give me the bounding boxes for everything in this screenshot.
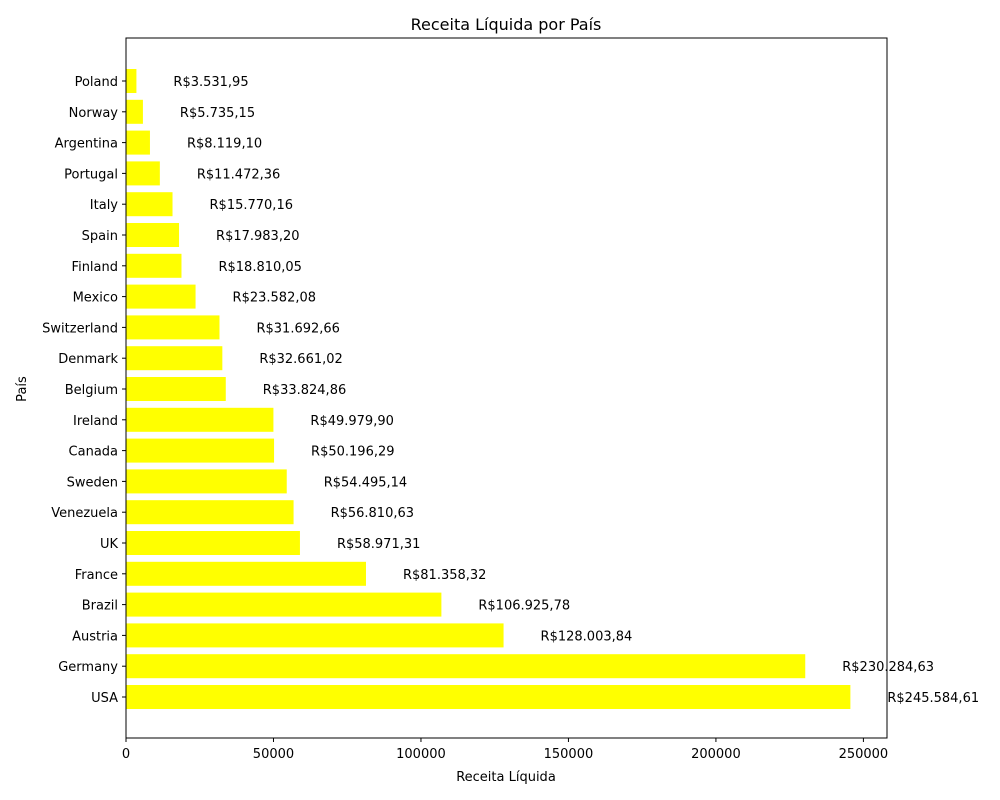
x-tick-label: 150000 — [544, 747, 594, 762]
y-ticks-group: USA Germany Austria Brazil France UK Venezuela… — [42, 75, 126, 706]
y-tick-label-spain: Spain — [82, 229, 118, 244]
data-label-france: R$81.358,32 — [403, 568, 486, 583]
bar-norway — [126, 99, 143, 124]
data-label-belgium: R$33.824,86 — [263, 383, 346, 398]
bar-italy — [126, 192, 173, 217]
bar-venezuela — [126, 500, 294, 525]
x-tick-label: 250000 — [839, 747, 889, 762]
bar-uk — [126, 531, 300, 555]
y-tick-label-switzerland: Switzerland — [42, 321, 118, 336]
y-tick-label-finland: Finland — [72, 260, 118, 275]
y-tick-label-usa: USA — [91, 691, 118, 706]
data-labels-group: R$245.584,61 R$230.284,63 R$128.003,84 R$10… — [173, 75, 979, 706]
data-label-germany: R$230.284,63 — [842, 660, 934, 675]
y-tick-label-germany: Germany — [58, 660, 118, 675]
plot-frame — [125, 37, 888, 739]
data-label-norway: R$5.735,15 — [180, 106, 255, 121]
bar-mexico — [126, 284, 196, 309]
bar-portugal — [126, 161, 160, 186]
y-tick-label-brazil: Brazil — [82, 599, 118, 614]
data-label-mexico: R$23.582,08 — [233, 291, 316, 306]
y-tick-label-canada: Canada — [69, 445, 118, 460]
y-tick-label-mexico: Mexico — [73, 291, 118, 306]
bar-france — [126, 561, 366, 586]
bar-germany — [126, 654, 806, 679]
x-ticks-group: 0 50000 100000 150000 200000 250000 — [122, 738, 888, 762]
data-label-finland: R$18.810,05 — [218, 260, 301, 275]
data-label-canada: R$50.196,29 — [311, 445, 394, 460]
bar-denmark — [126, 346, 223, 371]
bar-brazil — [126, 592, 442, 617]
bar-sweden — [126, 469, 287, 494]
data-label-usa: R$245.584,61 — [887, 691, 979, 706]
y-tick-label-austria: Austria — [72, 629, 118, 644]
y-tick-label-ireland: Ireland — [73, 414, 118, 429]
data-label-denmark: R$32.661,02 — [259, 352, 342, 367]
y-tick-label-france: France — [75, 568, 118, 583]
bar-spain — [126, 223, 180, 247]
bar-usa — [126, 685, 851, 709]
x-tick-label: 200000 — [691, 747, 741, 762]
x-tick-label: 50000 — [253, 747, 294, 762]
bar-ireland — [126, 407, 274, 432]
y-tick-label-poland: Poland — [75, 75, 118, 90]
y-tick-label-portugal: Portugal — [64, 167, 118, 182]
data-label-brazil: R$106.925,78 — [478, 599, 570, 614]
data-label-italy: R$15.770,16 — [210, 198, 293, 213]
bar-poland — [126, 69, 137, 93]
bar-argentina — [126, 130, 150, 155]
y-tick-label-argentina: Argentina — [55, 137, 118, 152]
y-tick-label-italy: Italy — [90, 198, 119, 213]
data-label-uk: R$58.971,31 — [337, 537, 420, 552]
x-tick-label: 100000 — [396, 747, 446, 762]
data-label-portugal: R$11.472,36 — [197, 167, 280, 182]
data-label-spain: R$17.983,20 — [216, 229, 299, 244]
bar-switzerland — [126, 315, 220, 340]
y-tick-label-uk: UK — [100, 537, 119, 552]
bar-belgium — [126, 377, 226, 401]
data-label-poland: R$3.531,95 — [173, 75, 248, 90]
y-tick-label-venezuela: Venezuela — [51, 506, 118, 521]
data-label-venezuela: R$56.810,63 — [331, 506, 414, 521]
bars-group — [126, 69, 851, 709]
y-axis-label: País — [15, 376, 30, 402]
bar-finland — [126, 253, 182, 278]
data-label-argentina: R$8.119,10 — [187, 137, 262, 152]
data-label-switzerland: R$31.692,66 — [256, 321, 339, 336]
data-label-austria: R$128.003,84 — [541, 629, 633, 644]
y-tick-label-norway: Norway — [69, 106, 119, 121]
data-label-sweden: R$54.495,14 — [324, 475, 407, 490]
chart-title: Receita Líquida por País — [411, 15, 602, 34]
data-label-ireland: R$49.979,90 — [310, 414, 393, 429]
y-tick-label-sweden: Sweden — [67, 475, 118, 490]
x-axis-label: Receita Líquida — [456, 770, 556, 785]
y-tick-label-denmark: Denmark — [58, 352, 118, 367]
bar-canada — [126, 438, 275, 463]
bar-austria — [126, 623, 504, 648]
x-tick-label: 0 — [122, 747, 130, 762]
y-tick-label-belgium: Belgium — [65, 383, 118, 398]
